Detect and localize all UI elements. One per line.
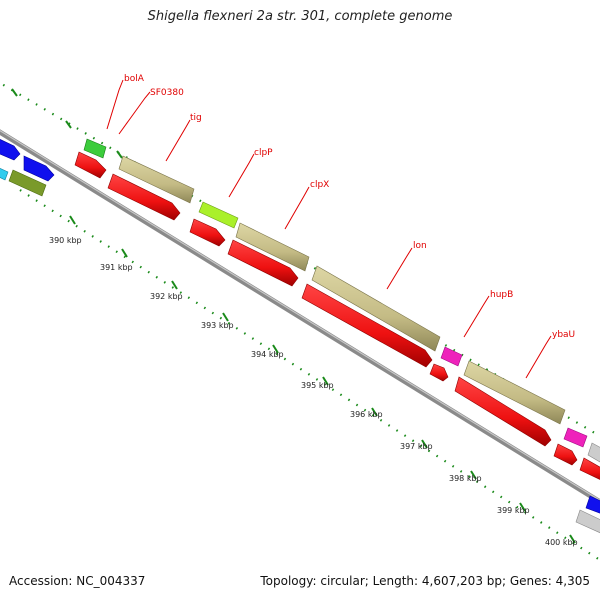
leader-line (118, 91, 151, 135)
ruler-label: 398 kbp (449, 474, 482, 483)
feature-gray-gene[interactable] (587, 442, 600, 463)
upper-feature-track (0, 137, 600, 463)
cds-arrow[interactable] (301, 283, 433, 368)
ruler-label: 392 kbp (150, 292, 183, 301)
gene-label-bolA: bolA (124, 74, 145, 84)
gene-label-clpP: clpP (254, 148, 273, 158)
genome-summary-text: Topology: circular; Length: 4,607,203 bp… (260, 574, 590, 588)
leader-line (165, 119, 191, 162)
ruler-label: 390 kbp (49, 236, 82, 245)
inner-tick-major (519, 502, 526, 512)
leader-line (525, 335, 552, 379)
gene-label-SF0380: SF0380 (150, 88, 184, 98)
inner-tick-major (171, 280, 178, 290)
gene-label-hupB: hupB (490, 290, 513, 300)
leader-line (106, 79, 124, 130)
feature-clpX[interactable] (235, 222, 310, 272)
inner-tick-major (322, 376, 329, 386)
feature-hupB[interactable] (440, 346, 463, 367)
inner-tick-major (371, 407, 378, 417)
outer-tick-major (11, 88, 18, 97)
inner-tick-major (69, 215, 76, 225)
lower-feature-track (0, 151, 600, 535)
cds-arrow[interactable] (74, 151, 107, 179)
feature-ybaU[interactable] (463, 360, 566, 425)
ruler-label: 393 kbp (201, 321, 234, 330)
gene-labels: bolA SF0380 tig clpP clpX lon hupB ybaU (106, 74, 575, 379)
feature-bolA[interactable] (83, 138, 107, 159)
leader-line (463, 295, 490, 338)
accession-text: Accession: NC_004337 (9, 574, 146, 588)
feature-clpP[interactable] (198, 201, 239, 229)
ruler-label: 399 kbp (497, 506, 530, 515)
cds-arrow[interactable] (189, 218, 226, 247)
cds-arrow[interactable] (429, 363, 449, 382)
leader-line (386, 247, 413, 290)
inner-tick-dotted-line (19, 189, 600, 561)
ruler-label: 400 kbp (545, 538, 578, 547)
feature-cyan-gene[interactable] (0, 166, 9, 181)
feature-blue-gene[interactable] (0, 137, 21, 161)
inner-tick-major (470, 470, 477, 480)
cds-arrow[interactable] (454, 376, 552, 447)
ruler-label: 396 kbp (350, 410, 383, 419)
gene-label-clpX: clpX (310, 180, 329, 190)
cds-arrow[interactable] (227, 239, 299, 287)
gene-label-tig: tig (190, 113, 202, 123)
cds-arrow[interactable] (553, 443, 578, 466)
inner-tick-major (272, 344, 279, 354)
inner-tick-major (569, 534, 576, 544)
inner-tick-major (121, 248, 128, 258)
genome-backbone-highlight (0, 129, 600, 502)
feature-tig[interactable] (118, 155, 195, 204)
outer-tick-major (65, 120, 72, 129)
map-title: Shigella flexneri 2a str. 301, complete … (147, 9, 453, 24)
ruler-labels: 390 kbp 391 kbp 392 kbp 393 kbp 394 kbp … (49, 236, 578, 547)
cds-arrow[interactable] (107, 173, 181, 221)
inner-tick-major (421, 439, 428, 449)
genome-backbone (0, 129, 600, 505)
outer-tick-major (116, 150, 123, 159)
leader-line (228, 153, 255, 198)
ruler-label: 394 kbp (251, 350, 284, 359)
leader-line (284, 186, 310, 230)
cds-arrow[interactable] (579, 457, 600, 482)
feature-gray-gene[interactable] (575, 509, 600, 535)
feature-blue-gene[interactable] (585, 495, 600, 515)
gene-label-ybaU: ybaU (552, 330, 575, 340)
inner-tick-major (222, 312, 229, 322)
ruler-label: 397 kbp (400, 442, 433, 451)
feature-magenta-gene[interactable] (563, 427, 588, 448)
gene-label-lon: lon (413, 241, 427, 251)
ruler-label: 395 kbp (301, 381, 334, 390)
feature-olive-gene[interactable] (8, 169, 47, 197)
inner-tick-track (19, 189, 600, 561)
feature-lon[interactable] (311, 265, 441, 352)
ruler-label: 391 kbp (100, 263, 133, 272)
feature-blue-gene[interactable] (23, 155, 55, 182)
